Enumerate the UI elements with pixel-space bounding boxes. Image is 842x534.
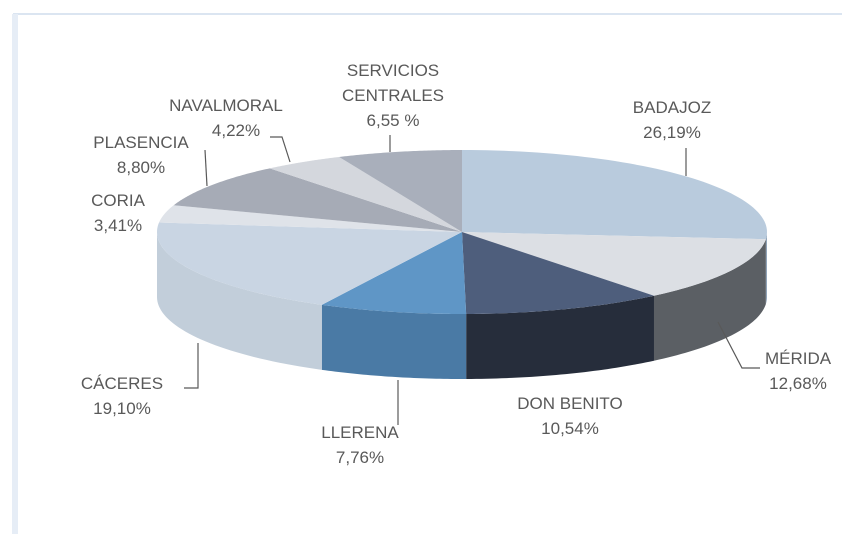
value-label: 12,68% — [769, 374, 827, 393]
data-label: CÁCERES 19,10% — [81, 371, 163, 421]
category-label: SERVICIOS CENTRALES — [341, 61, 445, 105]
data-label: LLERENA 7,76% — [321, 420, 398, 470]
value-label: 26,19% — [643, 123, 701, 142]
pie-slice-side — [765, 232, 767, 305]
leader-line — [184, 343, 199, 389]
pie-slice — [173, 168, 462, 232]
pie-slice — [269, 156, 462, 232]
category-label: BADAJOZ — [632, 98, 712, 117]
value-label: 4,22% — [211, 121, 261, 140]
category-label: CÁCERES — [80, 374, 164, 393]
pie-slice-side — [321, 304, 467, 379]
data-label: PLASENCIA 8,80% — [93, 130, 188, 180]
leader-lines — [184, 135, 760, 425]
data-label: MÉRIDA 12,68% — [765, 346, 831, 396]
data-label: SERVICIOS CENTRALES 6,55 % — [328, 58, 458, 133]
data-label: BADAJOZ 26,19% — [633, 95, 711, 145]
pie-slice-side — [157, 232, 322, 370]
category-label: CORIA — [91, 191, 145, 210]
pie-slice — [159, 205, 462, 232]
value-label: 8,80% — [116, 158, 166, 177]
category-label: PLASENCIA — [93, 133, 189, 152]
pie-slice — [321, 232, 467, 314]
data-label: NAVALMORAL 4,22% — [169, 93, 283, 143]
pie-slice — [157, 222, 463, 305]
pie-slice — [462, 150, 767, 240]
category-label: NAVALMORAL — [169, 96, 283, 115]
leader-line — [717, 321, 760, 369]
pie-slice — [339, 150, 462, 232]
leader-line — [204, 149, 208, 187]
pie-slice — [462, 232, 766, 296]
category-label: DON BENITO — [517, 394, 623, 413]
data-label: DON BENITO 10,54% — [517, 391, 622, 441]
pie-slice-side — [466, 295, 654, 379]
category-label: LLERENA — [321, 423, 399, 442]
pie-sides — [157, 232, 767, 379]
value-label: 6,55 % — [366, 111, 420, 130]
value-label: 10,54% — [541, 419, 599, 438]
category-label: MÉRIDA — [764, 349, 832, 368]
leader-line — [270, 136, 291, 163]
pie-slice — [462, 232, 654, 314]
value-label: 7,76% — [335, 448, 385, 467]
pie-slice-side — [653, 239, 766, 361]
frame-edge — [12, 14, 18, 534]
data-label: CORIA 3,41% — [91, 188, 145, 238]
pie-tops — [157, 150, 767, 314]
value-label: 19,10% — [93, 399, 151, 418]
value-label: 3,41% — [93, 216, 143, 235]
